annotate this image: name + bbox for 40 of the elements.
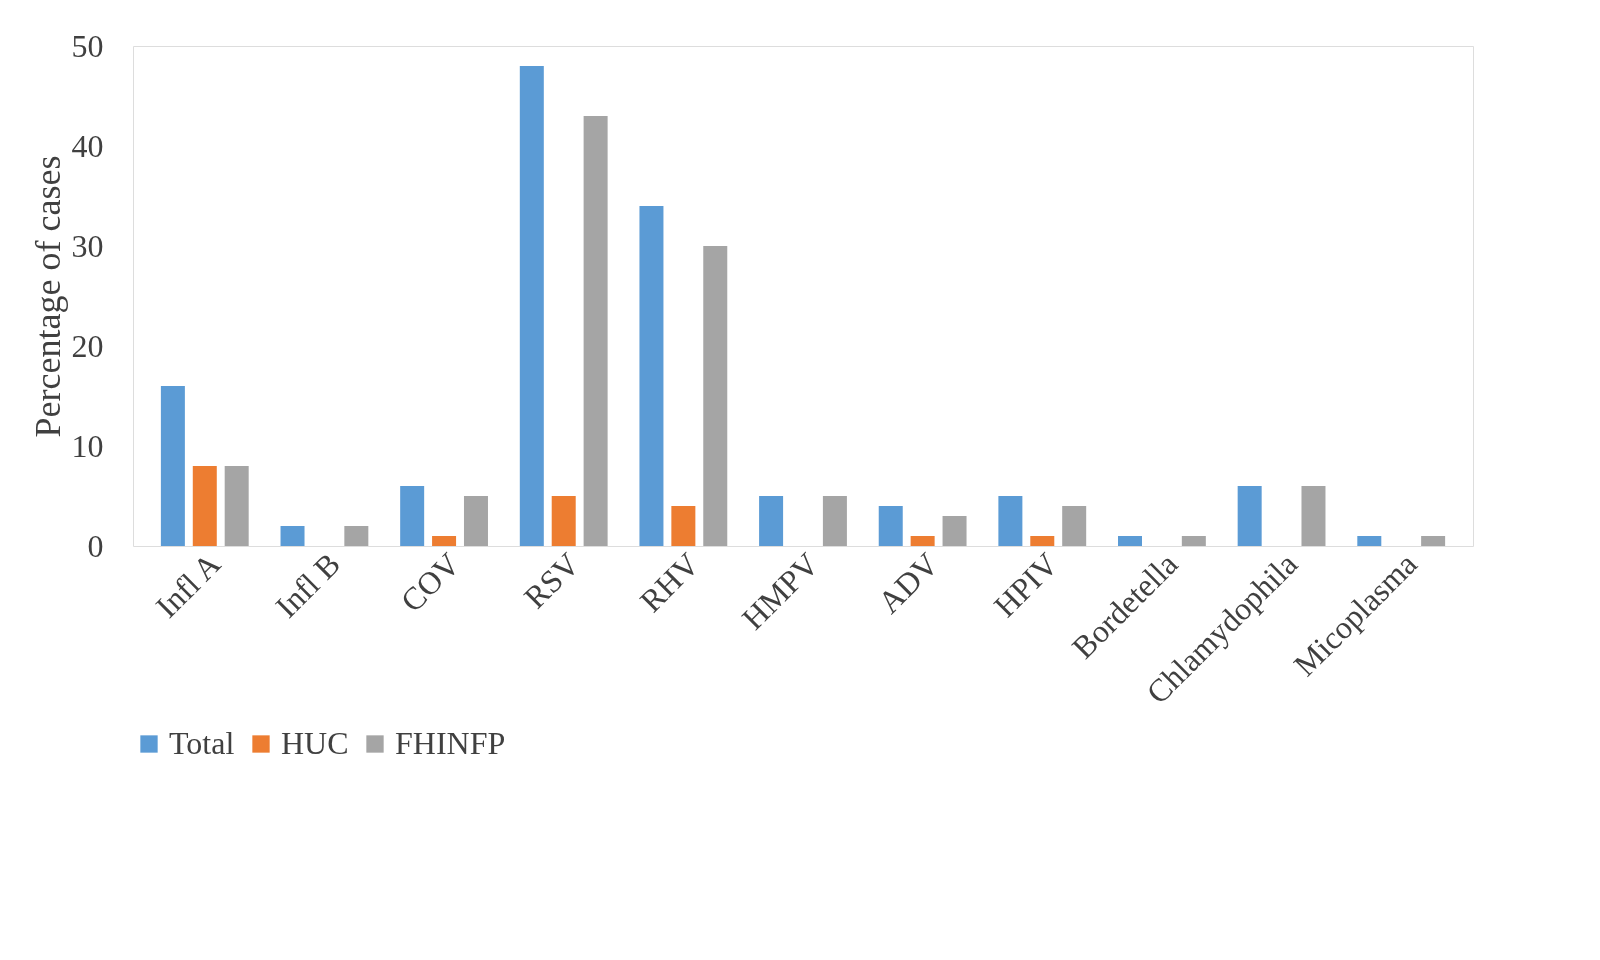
bar <box>1118 536 1143 546</box>
bar <box>280 526 305 546</box>
bar <box>1237 486 1262 546</box>
x-tick-label: Infl B <box>268 545 348 625</box>
bar <box>463 496 488 546</box>
y-tick-label: 30 <box>71 227 104 264</box>
bar <box>1181 536 1206 546</box>
y-axis-title: Percentage of cases <box>27 155 68 438</box>
bar <box>160 386 185 546</box>
bar <box>344 526 369 546</box>
bar <box>583 116 608 546</box>
bar <box>998 496 1023 546</box>
bar <box>1030 536 1055 546</box>
bar <box>1062 506 1087 546</box>
bar <box>759 496 784 546</box>
legend-label: Total <box>169 725 235 761</box>
bar <box>192 466 217 546</box>
bar <box>639 206 664 546</box>
bar <box>942 516 967 546</box>
bar <box>1421 536 1446 546</box>
bar <box>878 506 903 546</box>
bar <box>400 486 425 546</box>
y-tick-label: 10 <box>71 427 104 464</box>
bar <box>822 496 847 546</box>
bar <box>703 246 728 546</box>
bar <box>224 466 249 546</box>
bar <box>910 536 935 546</box>
x-tick-label: Infl A <box>148 545 228 625</box>
y-tick-label: 40 <box>71 127 104 164</box>
bar <box>519 66 544 546</box>
bar <box>1357 536 1382 546</box>
bar <box>551 496 576 546</box>
y-tick-label: 20 <box>71 327 104 364</box>
y-tick-label: 0 <box>87 527 104 564</box>
bar <box>432 536 457 546</box>
legend-label: HUC <box>281 725 349 761</box>
bar <box>1301 486 1326 546</box>
bar <box>671 506 696 546</box>
y-tick-label: 50 <box>71 27 104 64</box>
legend-label: FHINFP <box>395 725 506 761</box>
